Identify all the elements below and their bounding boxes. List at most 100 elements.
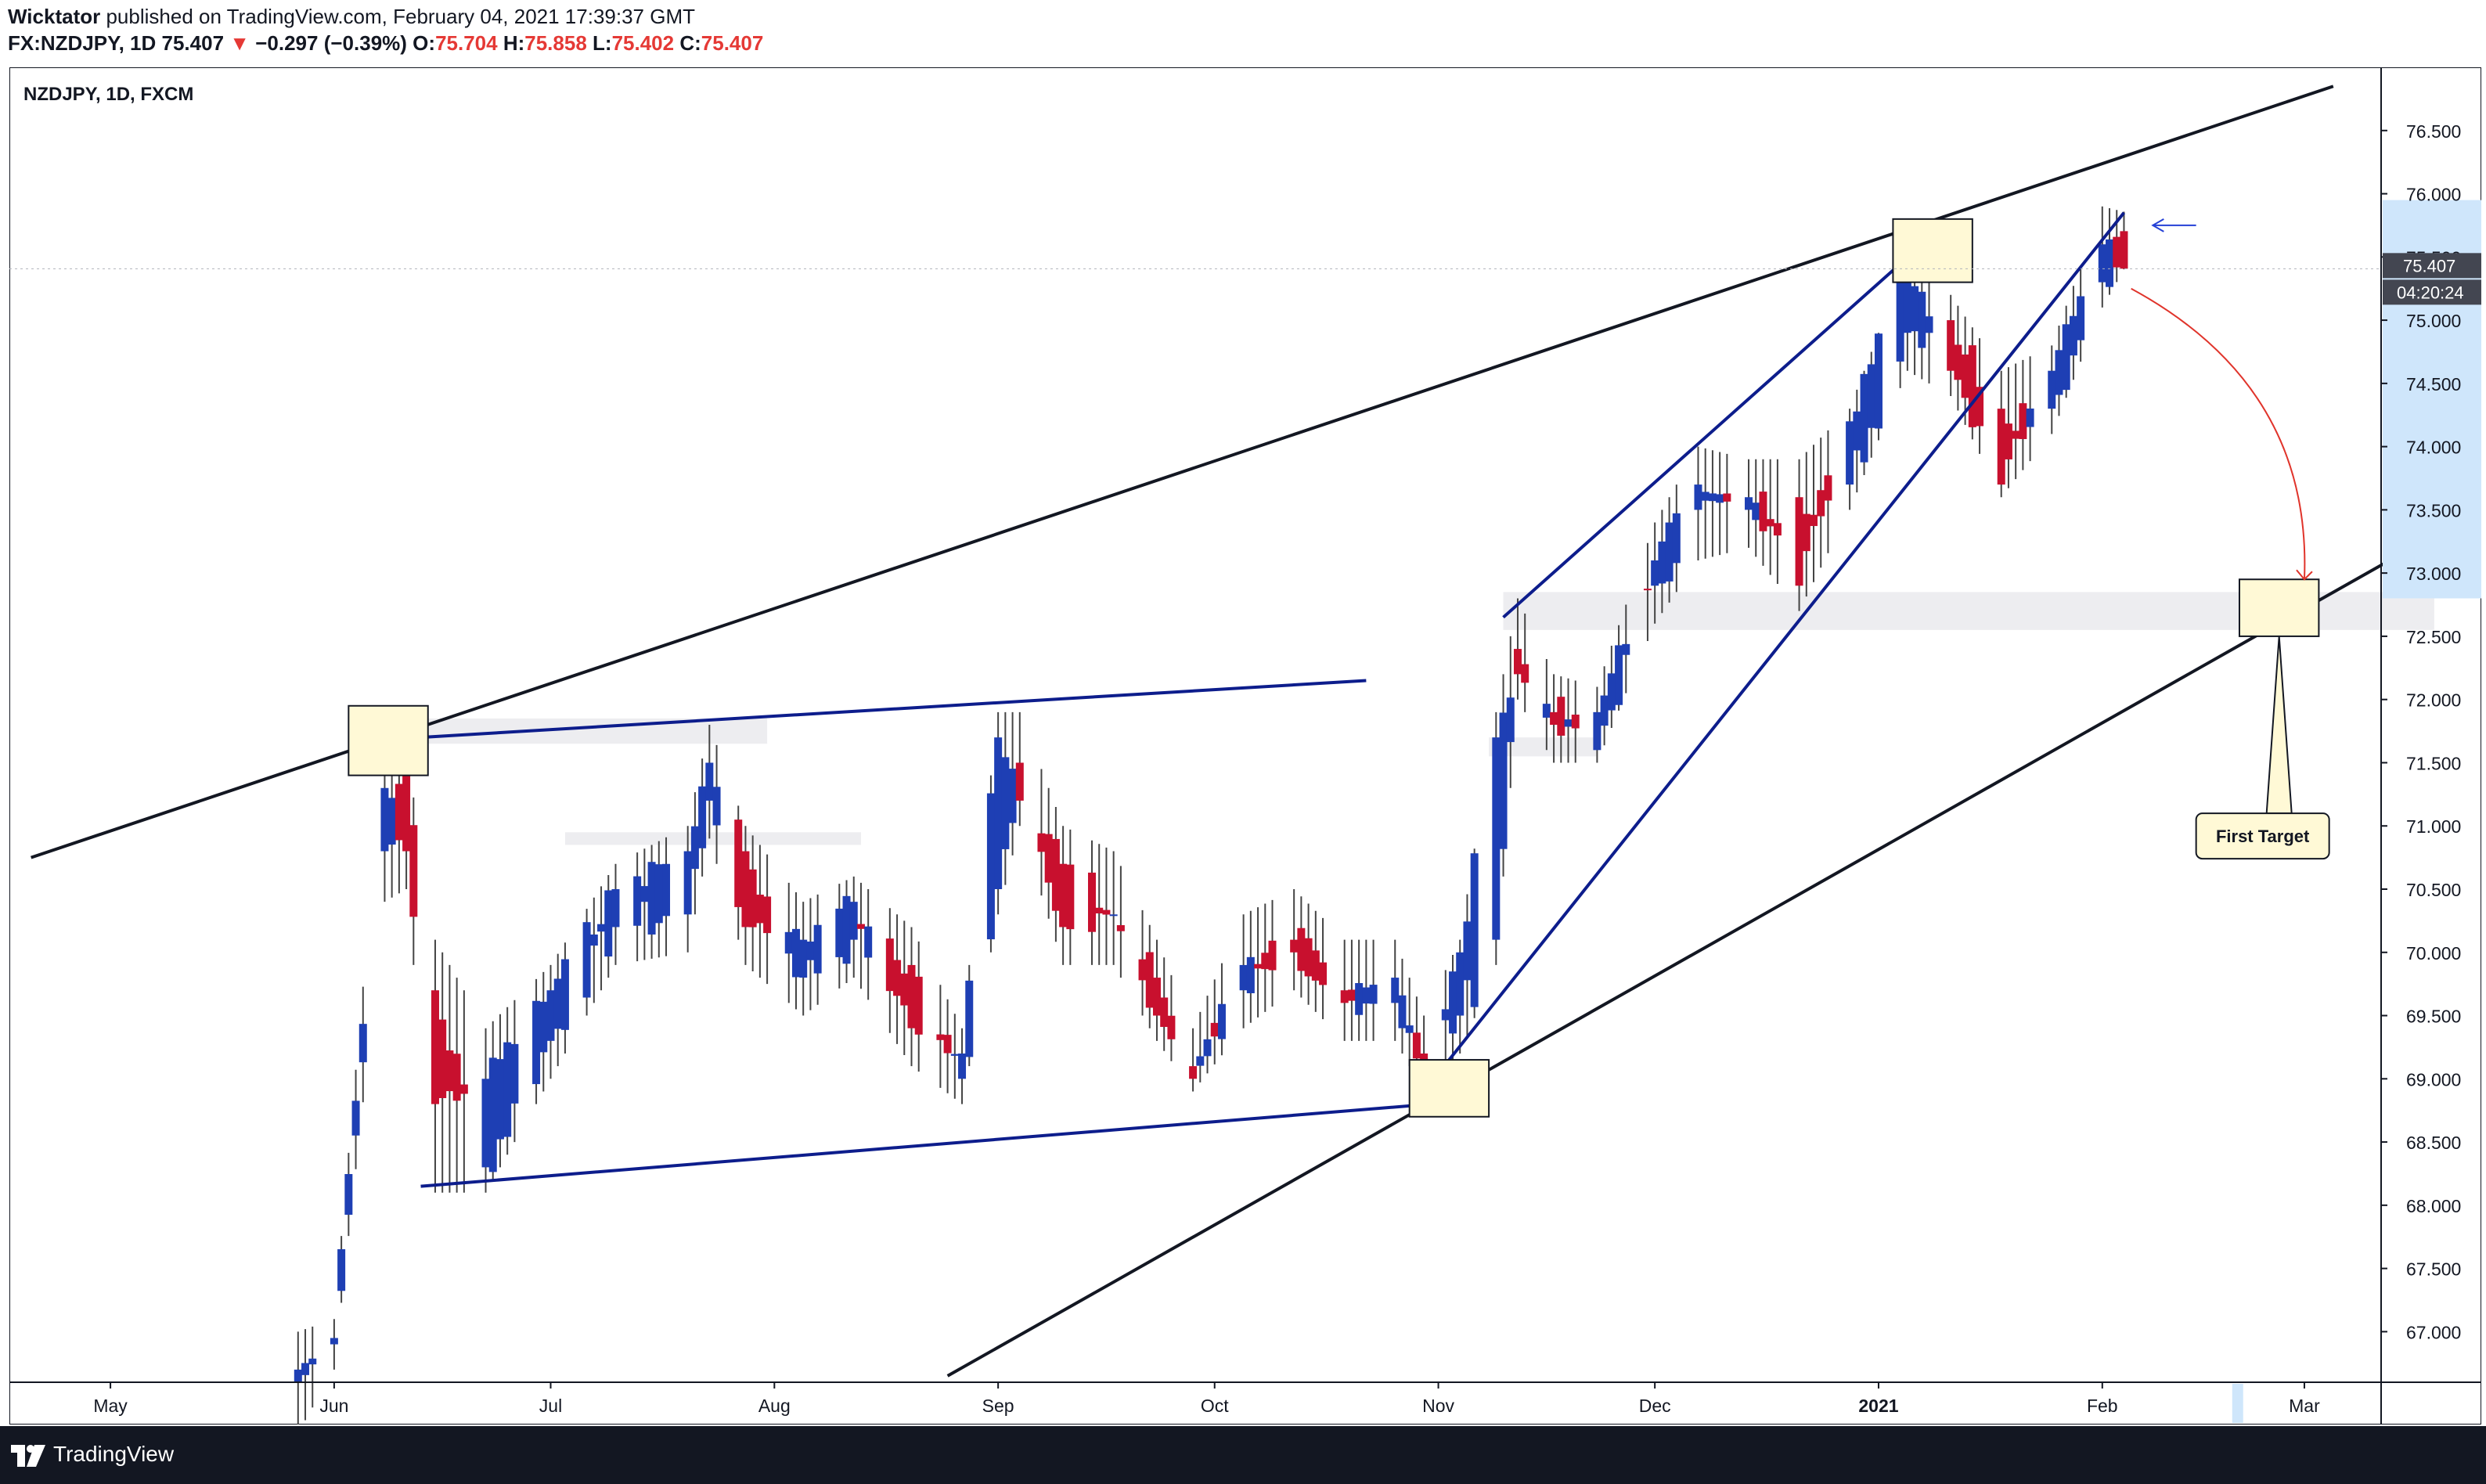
candle-body [965, 980, 974, 1057]
candle-body [1246, 956, 1255, 993]
candle-body [1521, 664, 1529, 683]
candle-body [1015, 762, 1024, 801]
candle-body [438, 1019, 447, 1098]
candle-body [2077, 296, 2085, 340]
candle-body [1095, 907, 1104, 913]
candle-body [1947, 320, 1955, 371]
candle-body [1853, 411, 1861, 451]
candle-body [387, 798, 396, 845]
candle-body [308, 1358, 317, 1365]
candle-body [893, 960, 902, 996]
candle-body [1441, 1009, 1450, 1021]
candle-body [2098, 244, 2106, 283]
candle-body [1802, 513, 1810, 552]
x-tick-label: Nov [1422, 1396, 1454, 1416]
candle-body [958, 1054, 967, 1079]
candle-body [1911, 286, 1919, 332]
trendline [420, 1102, 1432, 1188]
candle-body [611, 889, 620, 928]
candle-body [351, 1100, 360, 1136]
candle-body [763, 896, 772, 934]
candle-body [2106, 239, 2114, 287]
candle-body [1290, 939, 1299, 953]
trendline [420, 679, 1367, 740]
y-tick-label: 73.000 [2406, 564, 2461, 584]
publish-info: Wicktator published on TradingView.com, … [8, 5, 695, 29]
candle-body [1492, 737, 1501, 940]
price-chart[interactable]: NZDJPY, 1D, FXCM 67.000 67.500 68.000 68.50… [9, 67, 2481, 1425]
candle-body [1665, 522, 1674, 582]
candle-body [936, 1034, 945, 1040]
candle-body [589, 934, 598, 946]
candle-body [2120, 231, 2128, 269]
candle-body [1037, 833, 1046, 852]
close-value: 75.407 [701, 31, 764, 55]
candle-body [2069, 315, 2077, 356]
candle-body [1600, 695, 1609, 726]
y-tick-label: 68.000 [2406, 1196, 2461, 1216]
candle-body [2026, 408, 2034, 427]
high-label: H: [503, 31, 525, 55]
candle-body [1297, 928, 1306, 971]
low-value: 75.402 [611, 31, 675, 55]
current-price-box [2383, 253, 2481, 279]
candle-body [1203, 1039, 1212, 1057]
x-tick-label: 2021 [1858, 1396, 1898, 1416]
y-tick-label: 74.000 [2406, 438, 2461, 458]
candle-body [1672, 513, 1681, 564]
candle-body [337, 1249, 346, 1291]
candle-body [1239, 964, 1248, 991]
candle-body [1196, 1056, 1205, 1066]
footer-bar: TradingView [0, 1426, 2486, 1484]
candle-body [1189, 1066, 1198, 1079]
candle-body [358, 1024, 367, 1063]
candle-body [1470, 853, 1479, 1007]
candle-body [553, 978, 562, 1029]
candle-body [330, 1338, 338, 1345]
target-box [1892, 218, 1973, 283]
candle-body [690, 826, 699, 870]
candle-body [597, 924, 606, 932]
candle-body [1506, 697, 1515, 743]
target-box [1408, 1059, 1490, 1118]
candle-body [1745, 497, 1753, 510]
candle-body [1918, 291, 1926, 348]
candle-body [1622, 643, 1630, 655]
candle-body [1412, 1032, 1421, 1059]
candle-body [2019, 403, 2027, 439]
candle-body [856, 924, 865, 929]
candle-body [1954, 344, 1962, 380]
y-tick-label: 72.000 [2406, 690, 2461, 711]
candle-body [1651, 560, 1659, 586]
candle-body [1716, 494, 1724, 503]
candle-body [1362, 987, 1371, 1004]
y-tick-label: 70.000 [2406, 943, 2461, 964]
price-change: −0.297 (−0.39%) [255, 31, 407, 55]
candle-body [683, 851, 692, 915]
y-tick-label: 75.000 [2406, 311, 2461, 331]
candle-body [2004, 423, 2012, 459]
candle-body [1088, 872, 1096, 932]
candle-body [294, 1369, 302, 1382]
candle-body [2113, 236, 2121, 268]
chart-title: NZDJPY, 1D, FXCM [23, 84, 193, 105]
open-value: 75.704 [435, 31, 498, 55]
candle-body [1550, 711, 1558, 725]
candle-body [1001, 757, 1010, 849]
candle-body [943, 1035, 952, 1054]
candle-body [2012, 430, 2020, 439]
x-tick-label: Oct [1201, 1396, 1229, 1416]
candle-body [835, 908, 844, 957]
candle-body [1008, 769, 1017, 823]
candle-body [1542, 704, 1551, 718]
y-tick-label: 69.000 [2406, 1069, 2461, 1090]
x-tick-label: May [93, 1396, 128, 1416]
candle-body [1456, 952, 1465, 1016]
candle-body [842, 895, 851, 964]
candle-body [1795, 497, 1803, 586]
candle-body [2048, 370, 2056, 409]
y-tick-label: 71.500 [2406, 753, 2461, 773]
trendline [1502, 224, 1945, 619]
candle-body [510, 1043, 519, 1104]
candle-body [1217, 1003, 1226, 1039]
